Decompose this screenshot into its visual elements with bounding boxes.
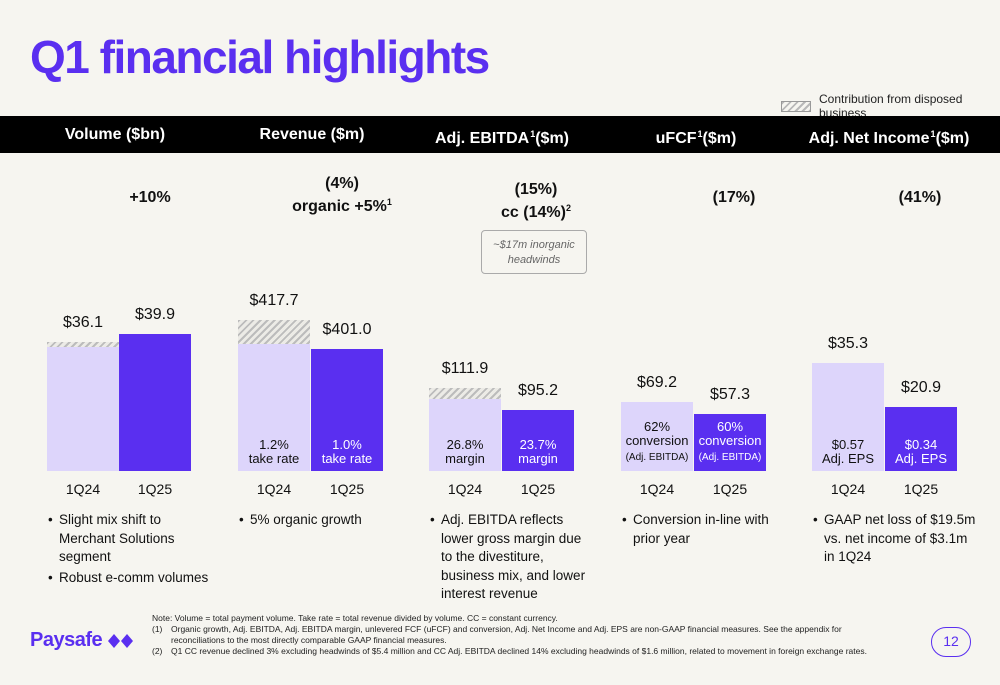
growth-revenue: (4%) organic +5%1 (292, 175, 392, 215)
footnote-2: (2) Q1 CC revenue declined 3% excluding … (152, 646, 867, 656)
bar-1q25 (311, 349, 383, 471)
in-bar-label: 60% conversion (Adj. EBITDA) (698, 419, 762, 464)
x-axis-label: 1Q25 (520, 481, 556, 497)
bar-1q25 (119, 334, 191, 471)
bar-value-label: $401.0 (322, 321, 372, 338)
growth-ufcf: (17%) (712, 189, 756, 206)
bullet-item: Conversion in-line with prior year (622, 511, 787, 548)
in-bar-label: 1.0% take rate (321, 437, 373, 466)
x-axis-label: 1Q25 (903, 481, 939, 497)
bar-1q25 (885, 407, 957, 471)
bar-1q25 (694, 414, 766, 471)
bar-value-label: $417.7 (249, 292, 299, 309)
bar-value-label: $69.2 (636, 374, 678, 391)
bullet-item: Adj. EBITDA reflects lower gross margin … (430, 511, 595, 604)
header-adj-ebitda: Adj. EBITDA1($m) (434, 129, 569, 147)
bar-1q24 (47, 347, 119, 471)
commentary-bullets: Conversion in-line with prior year (622, 511, 787, 550)
x-axis-label: 1Q24 (830, 481, 866, 497)
x-axis-label: 1Q24 (639, 481, 675, 497)
x-axis-label: 1Q24 (256, 481, 292, 497)
growth-volume: +10% (129, 189, 171, 206)
in-bar-label: $0.57 Adj. EPS (821, 437, 875, 466)
bullet-item: 5% organic growth (239, 511, 404, 530)
bar-1q24 (812, 363, 884, 471)
footnote-main: Note: Volume = total payment volume. Tak… (152, 613, 558, 623)
header-band: Volume ($bn) Revenue ($m) Adj. EBITDA1($… (0, 116, 1000, 153)
in-bar-label: 1.2% take rate (248, 437, 300, 466)
bullet-item: Slight mix shift to Merchant Solutions s… (48, 511, 218, 567)
bar-value-label: $35.3 (827, 335, 869, 352)
bullet-item: GAAP net loss of $19.5m vs. net income o… (813, 511, 978, 567)
footnote-1: (1) Organic growth, Adj. EBITDA, Adj. EB… (152, 624, 842, 645)
paysafe-logo: Paysafe (30, 629, 134, 652)
bar-value-label: $36.1 (62, 314, 104, 331)
hatch-legend-swatch (781, 100, 811, 112)
x-axis-label: 1Q25 (712, 481, 748, 497)
bar-value-label: $111.9 (441, 360, 489, 377)
in-bar-label: 23.7% margin (518, 437, 558, 466)
page-number: 12 (931, 627, 971, 657)
bullet-item: Robust e-comm volumes (48, 569, 218, 588)
brand-diamond-icon (108, 633, 134, 648)
disposed-business-hatch (429, 388, 501, 399)
commentary-bullets: Slight mix shift to Merchant Solutions s… (48, 511, 218, 589)
in-bar-label: 26.8% margin (445, 437, 485, 466)
growth-adj-ebitda: (15%) cc (14%)2 (501, 181, 571, 221)
header-volume: Volume ($bn) (64, 126, 166, 143)
bar-1q24 (429, 399, 501, 471)
page-title: Q1 financial highlights (30, 31, 490, 83)
bar-1q24 (621, 402, 693, 471)
disposed-business-hatch (238, 320, 310, 344)
bar-value-label: $20.9 (900, 379, 942, 396)
bar-value-label: $95.2 (517, 382, 559, 399)
x-axis-label: 1Q24 (65, 481, 101, 497)
commentary-bullets: 5% organic growth (239, 511, 404, 532)
brand-name: Paysafe (30, 629, 103, 651)
header-revenue: Revenue ($m) (259, 126, 365, 143)
x-axis-label: 1Q24 (447, 481, 483, 497)
commentary-bullets: GAAP net loss of $19.5m vs. net income o… (813, 511, 978, 569)
bar-1q25 (502, 410, 574, 471)
disposed-business-hatch (47, 342, 119, 347)
header-ufcf: uFCF1($m) (655, 129, 737, 147)
footnotes: Note: Volume = total payment volume. Tak… (152, 613, 872, 657)
header-adj-net-income: Adj. Net Income1($m) (808, 129, 970, 147)
x-axis-label: 1Q25 (137, 481, 173, 497)
commentary-bullets: Adj. EBITDA reflects lower gross margin … (430, 511, 595, 606)
x-axis-label: 1Q25 (329, 481, 365, 497)
in-bar-label: 62% conversion (Adj. EBITDA) (625, 419, 689, 464)
bar-value-label: $39.9 (134, 306, 176, 323)
inorganic-headwinds-callout: ~$17m inorganic headwinds (481, 230, 587, 274)
growth-adj-net-income: (41%) (898, 189, 942, 206)
in-bar-label: $0.34 Adj. EPS (894, 437, 948, 466)
bar-value-label: $57.3 (709, 386, 751, 403)
bar-1q24 (238, 344, 310, 471)
